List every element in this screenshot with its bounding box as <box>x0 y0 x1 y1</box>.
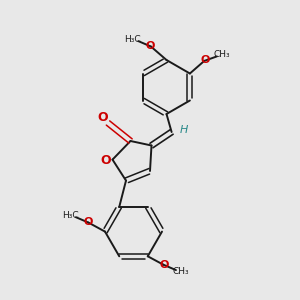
Text: CH₃: CH₃ <box>213 50 230 59</box>
Text: H₃C: H₃C <box>124 34 141 43</box>
Text: O: O <box>200 55 210 65</box>
Text: CH₃: CH₃ <box>172 267 189 276</box>
Text: O: O <box>97 111 108 124</box>
Text: O: O <box>83 217 93 227</box>
Text: H₃C: H₃C <box>62 212 79 220</box>
Text: O: O <box>145 41 155 51</box>
Text: O: O <box>159 260 169 270</box>
Text: H: H <box>180 124 188 135</box>
Text: O: O <box>100 154 111 167</box>
